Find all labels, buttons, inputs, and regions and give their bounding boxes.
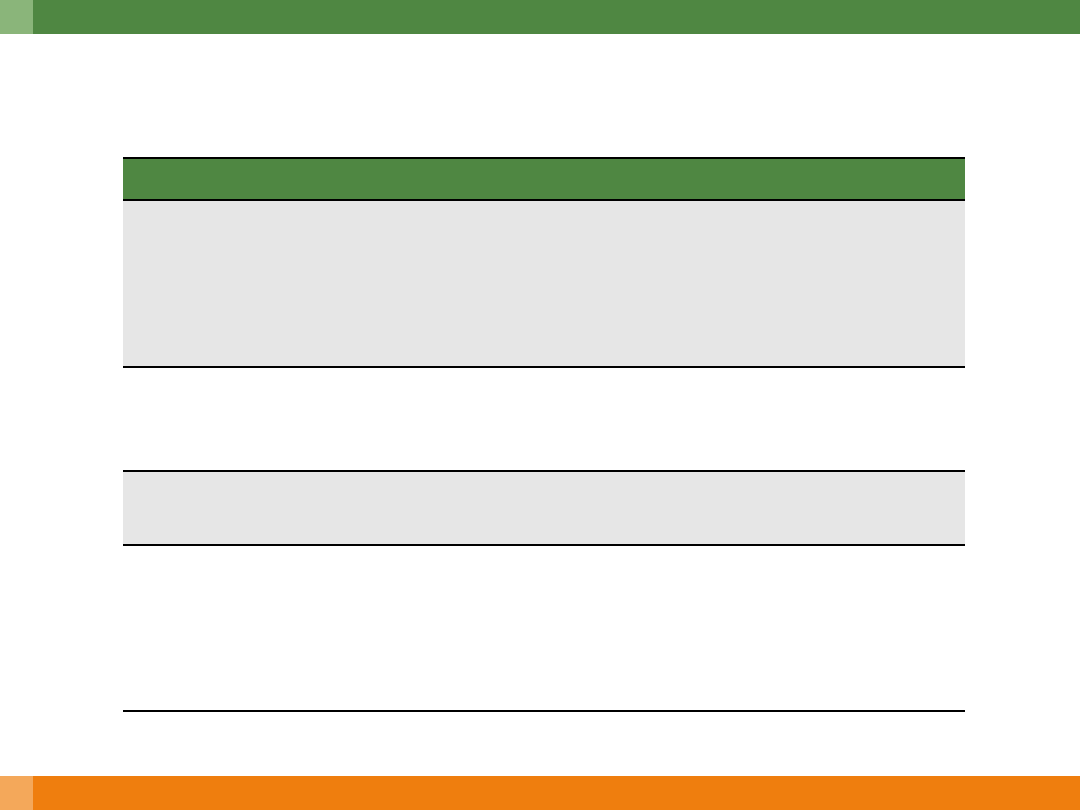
- bottom-bar-accent: [0, 776, 33, 810]
- table-row: [123, 472, 965, 546]
- table-row: [123, 368, 965, 472]
- top-bar: [0, 0, 1080, 34]
- top-bar-accent: [0, 0, 33, 34]
- table-row: [123, 201, 965, 368]
- bottom-bar: [0, 776, 1080, 810]
- table-row: [123, 546, 965, 712]
- table-header: [123, 157, 965, 201]
